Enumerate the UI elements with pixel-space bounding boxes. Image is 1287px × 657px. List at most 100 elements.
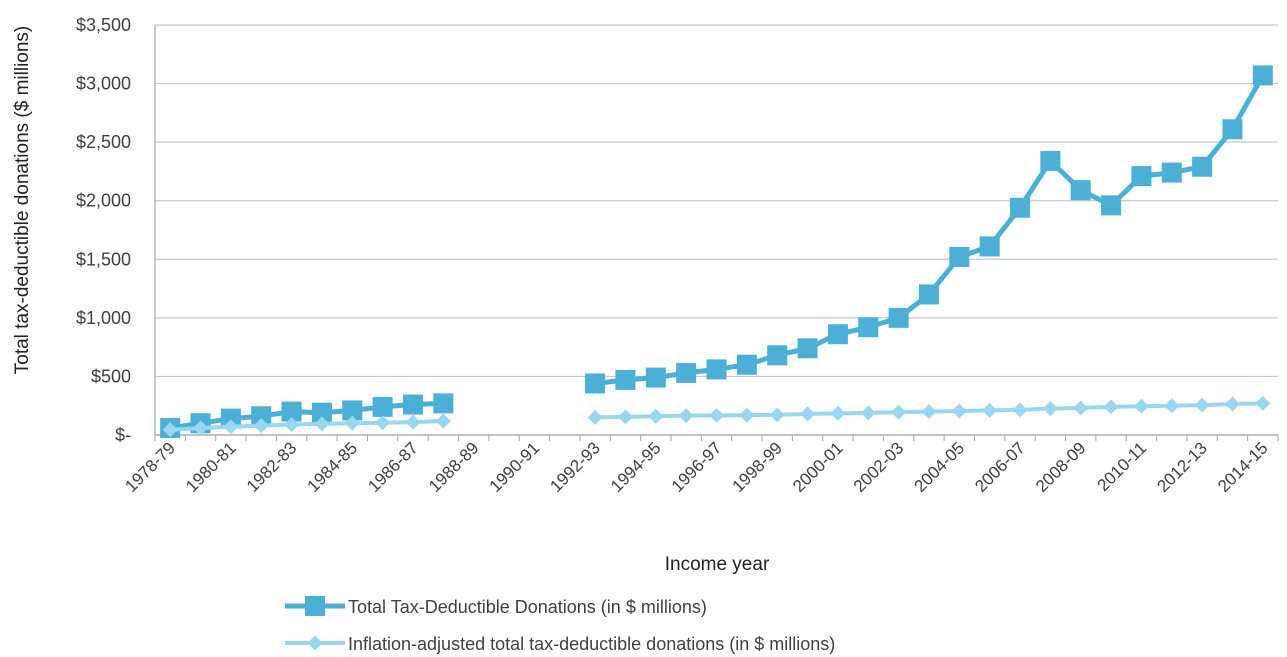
grid-lines: [154, 24, 1279, 441]
data-point: [193, 420, 209, 436]
data-point: [435, 413, 451, 429]
y-tick-label: $1,000: [76, 308, 131, 328]
data-point: [162, 422, 178, 438]
data-point: [1131, 166, 1152, 187]
series-line: [170, 418, 444, 432]
data-point: [615, 369, 636, 390]
data-point: [251, 406, 272, 427]
y-tick-label: $-: [115, 425, 131, 445]
data-point: [220, 408, 241, 429]
data-point: [797, 338, 818, 359]
legend-label: Total Tax-Deductible Donations (in $ mil…: [348, 597, 707, 617]
y-tick-label: $500: [91, 366, 131, 386]
data-point: [982, 402, 998, 418]
data-point: [979, 236, 1000, 257]
x-tick-label: 1992-93: [546, 438, 604, 496]
data-point: [1042, 401, 1058, 417]
data-point: [281, 401, 302, 422]
data-point: [921, 404, 937, 420]
data-point: [1133, 398, 1149, 414]
data-point: [739, 407, 755, 423]
x-tick-label: 2002-03: [850, 438, 908, 496]
x-tick-label: 1990-91: [486, 438, 544, 496]
legend-item-2: Inflation-adjusted total tax-deductible …: [285, 634, 835, 654]
data-point: [891, 404, 907, 420]
data-point: [1255, 395, 1271, 411]
data-point: [405, 414, 421, 430]
y-axis-title: Total tax-deductible donations ($ millio…: [12, 26, 33, 375]
data-point: [767, 345, 788, 366]
y-tick-label: $2,500: [76, 132, 131, 152]
data-point: [253, 418, 269, 434]
data-point: [1192, 156, 1213, 177]
data-point: [800, 406, 816, 422]
data-point: [1040, 150, 1061, 171]
data-point: [678, 408, 694, 424]
data-point: [1103, 399, 1119, 415]
legend-marker: [305, 596, 325, 616]
data-point: [769, 407, 785, 423]
data-point: [1222, 119, 1243, 140]
data-point: [1252, 65, 1273, 86]
data-point: [648, 408, 664, 424]
data-point: [433, 393, 454, 414]
x-tick-label: 1988-89: [425, 438, 483, 496]
x-tick-label: 2006-07: [971, 438, 1029, 496]
data-point: [1070, 180, 1091, 201]
legend: Total Tax-Deductible Donations (in $ mil…: [285, 596, 835, 654]
x-tick-label: 2010-11: [1094, 438, 1151, 495]
data-point: [860, 405, 876, 421]
data-point: [311, 402, 332, 423]
x-tick-label: 2008-09: [1032, 438, 1090, 496]
x-tick-label: 2004-05: [911, 438, 969, 496]
data-point: [830, 405, 846, 421]
x-tick-label: 1996-97: [668, 438, 726, 496]
y-tick-label: $1,500: [76, 249, 131, 269]
data-point: [284, 416, 300, 432]
data-point: [706, 359, 727, 380]
x-tick-label: 2014-15: [1214, 438, 1272, 496]
y-tick-label: $3,000: [76, 74, 131, 94]
x-tick-label: 2012-13: [1153, 438, 1211, 496]
data-point: [375, 415, 391, 431]
data-point: [342, 400, 363, 421]
data-point: [587, 409, 603, 425]
data-point: [1101, 195, 1122, 216]
data-point: [645, 367, 666, 388]
x-tick-label: 1998-99: [728, 438, 786, 496]
data-point: [1224, 396, 1240, 412]
data-point: [888, 307, 909, 328]
x-tick-label: 1982-83: [243, 438, 301, 496]
legend-label: Inflation-adjusted total tax-deductible …: [348, 634, 835, 654]
x-tick-label: 1986-87: [364, 438, 422, 496]
x-axis-ticks: 1978-79 1980-81 1982-83 1984-85 1986-87 1988-…: [121, 438, 1271, 496]
plot-area: [160, 65, 1273, 438]
data-point: [918, 284, 939, 305]
data-point: [858, 317, 879, 338]
data-point: [827, 324, 848, 345]
data-point: [736, 354, 757, 375]
data-point: [1161, 162, 1182, 183]
series-line: [169, 400, 444, 431]
x-tick-label: 2000-01: [789, 438, 847, 496]
data-point: [344, 415, 360, 431]
y-tick-label: $3,500: [76, 15, 131, 35]
data-point: [1010, 197, 1031, 218]
x-tick-label: 1994-95: [607, 438, 665, 496]
data-point: [1073, 400, 1089, 416]
data-point: [617, 409, 633, 425]
data-point: [585, 373, 606, 394]
data-point: [709, 407, 724, 423]
data-point: [1164, 398, 1180, 414]
data-point: [372, 396, 393, 417]
data-point: [676, 362, 697, 383]
series-2: [162, 395, 1271, 438]
series-1: [160, 65, 1273, 438]
x-tick-label: 1980-81: [182, 438, 240, 496]
data-point: [951, 403, 967, 419]
legend-marker: [307, 635, 323, 651]
data-point: [1012, 402, 1028, 418]
x-tick-label: 1978-79: [121, 438, 179, 496]
data-point: [1194, 397, 1210, 413]
